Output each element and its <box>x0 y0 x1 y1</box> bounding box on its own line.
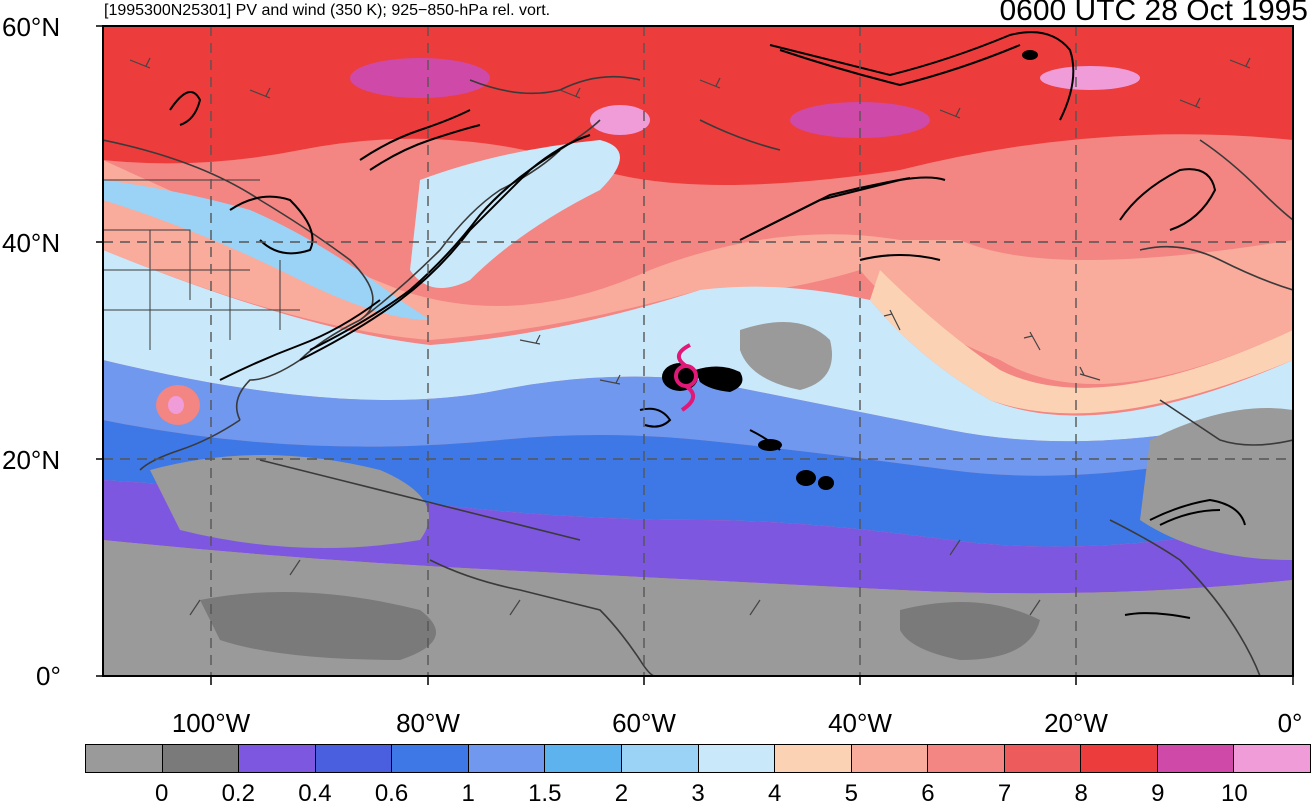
colorbar-swatch <box>928 745 1005 772</box>
colorbar-swatch <box>1081 745 1158 772</box>
colorbar-label: 10 <box>1221 780 1248 807</box>
colorbar-label: 1 <box>461 780 475 807</box>
pv-patch-darkgray <box>900 602 1040 660</box>
pv-band-lightblue <box>410 140 620 288</box>
colorbar-label: 2 <box>614 780 629 807</box>
colorbar-label: 9 <box>1151 780 1165 807</box>
lat-label-60n: 60°N <box>2 12 61 42</box>
gridlines <box>103 26 1293 676</box>
pv-patch <box>350 58 490 98</box>
pv-band-peach <box>870 270 1293 414</box>
colorbar-swatch <box>545 745 622 772</box>
colorbar-swatch <box>239 745 316 772</box>
lon-label-20w: 20°W <box>1044 708 1108 738</box>
axis-ticks <box>96 25 1294 685</box>
wind-barbs <box>129 57 1251 616</box>
pv-patch <box>168 396 184 414</box>
colorbar-label: 0 <box>154 780 169 807</box>
pv-band-blue <box>103 180 430 320</box>
plot-frame <box>102 25 1294 677</box>
lon-label-100w: 100°W <box>171 708 251 738</box>
borders <box>103 179 300 350</box>
colorbar-swatch <box>621 745 699 772</box>
colorbar-swatch <box>1004 745 1082 772</box>
lat-label-0: 0° <box>36 661 61 691</box>
lon-label-80w: 80°W <box>396 708 460 738</box>
hurricane-symbol <box>674 343 698 412</box>
colorbar-label: 8 <box>1074 780 1088 807</box>
pv-patch <box>1040 66 1140 90</box>
lon-label-60w: 60°W <box>612 708 676 738</box>
pv-band-midblue <box>103 360 1293 476</box>
colorbar-label: 1.5 <box>528 780 562 807</box>
lat-label-40n: 40°N <box>2 228 61 258</box>
colorbar-label: 0.4 <box>298 780 332 807</box>
colorbar-swatch <box>86 745 163 772</box>
colorbar <box>85 744 1311 773</box>
plot-title-left: [1995300N25301] PV and wind (350 K); 925… <box>104 2 551 19</box>
pv-band-mid <box>103 160 1293 384</box>
pv-patch <box>590 105 650 135</box>
pv-patch-darkgray <box>200 592 436 660</box>
colorbar-swatch <box>775 745 852 772</box>
pv-patch-gray <box>1140 408 1293 560</box>
pv-patch-gray <box>740 322 832 390</box>
vorticity-contours <box>169 31 1246 619</box>
colorbar-swatch <box>162 745 240 772</box>
colorbar-label: 7 <box>997 780 1012 807</box>
lat-label-20n: 20°N <box>2 445 61 475</box>
colorbar-label: 6 <box>921 780 935 807</box>
colorbar-label: 0.2 <box>221 780 255 807</box>
colorbar-label: 0.6 <box>374 780 409 807</box>
colorbar-swatch <box>1234 745 1310 772</box>
colorbar-label: 5 <box>844 780 858 807</box>
lon-label-40w: 40°W <box>828 708 892 738</box>
colorbar-swatch <box>851 745 929 772</box>
lon-label-0: 0° <box>1277 708 1303 738</box>
coastlines <box>103 75 1293 676</box>
pv-patch-gray <box>150 455 429 548</box>
colorbar-swatch <box>1157 745 1235 772</box>
pv-band-deepblue <box>103 420 1293 547</box>
colorbar-swatch <box>468 745 546 772</box>
colorbar-label: 4 <box>767 780 782 807</box>
colorbar-swatch <box>392 745 469 772</box>
colorbar-swatch <box>698 745 776 772</box>
colorbar-swatch <box>315 745 393 772</box>
pv-band-lightblue <box>103 250 1293 442</box>
colorbar-label: 3 <box>691 780 705 807</box>
plot-title-time: 0600 UTC 28 Oct 1995 <box>999 0 1308 27</box>
